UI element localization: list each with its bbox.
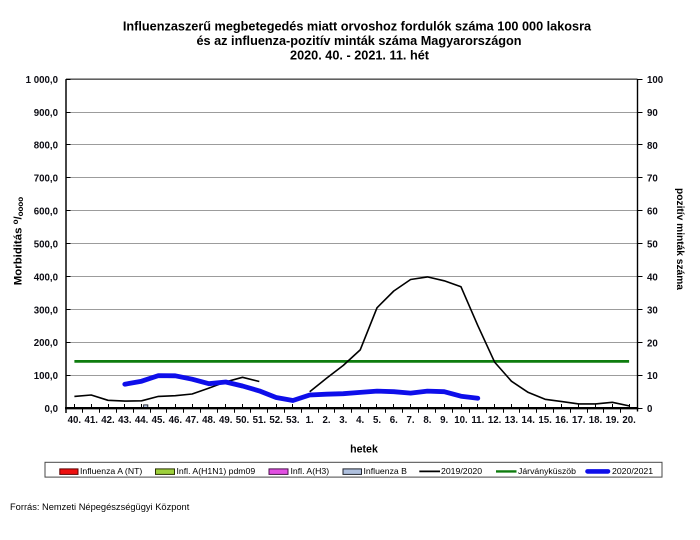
svg-text:51.: 51.	[253, 415, 267, 426]
svg-text:10.: 10.	[454, 415, 468, 426]
svg-text:53.: 53.	[286, 415, 300, 426]
svg-text:2020. 40. - 2021. 11. hét: 2020. 40. - 2021. 11. hét	[290, 49, 430, 63]
svg-text:Morbiditás o/oooo: Morbiditás o/oooo	[11, 197, 25, 285]
svg-text:Influenza A (NT): Influenza A (NT)	[80, 466, 142, 476]
svg-text:52.: 52.	[269, 415, 283, 426]
svg-text:46.: 46.	[169, 415, 183, 426]
svg-text:41.: 41.	[84, 415, 98, 426]
svg-text:44.: 44.	[135, 415, 149, 426]
svg-text:80: 80	[647, 141, 658, 152]
svg-text:1.: 1.	[306, 415, 314, 426]
svg-text:800,0: 800,0	[34, 141, 58, 152]
svg-text:13.: 13.	[505, 415, 519, 426]
svg-text:14.: 14.	[521, 415, 535, 426]
svg-text:60: 60	[647, 207, 658, 218]
svg-text:40.: 40.	[68, 415, 82, 426]
svg-text:6.: 6.	[390, 415, 398, 426]
svg-text:200,0: 200,0	[34, 338, 58, 349]
svg-text:50.: 50.	[236, 415, 250, 426]
svg-text:30: 30	[647, 305, 658, 316]
svg-text:2020/2021: 2020/2021	[612, 466, 653, 476]
svg-text:600,0: 600,0	[34, 207, 58, 218]
svg-text:0,0: 0,0	[45, 404, 58, 415]
svg-text:20: 20	[647, 338, 658, 349]
svg-text:4.: 4.	[356, 415, 364, 426]
svg-text:12.: 12.	[488, 415, 502, 426]
svg-text:és az influenza-pozitív minták: és az influenza-pozitív minták száma Mag…	[196, 34, 521, 48]
svg-text:0: 0	[647, 404, 652, 415]
svg-text:700,0: 700,0	[34, 174, 58, 185]
svg-text:pozitív minták száma: pozitív minták száma	[674, 188, 685, 290]
svg-text:15.: 15.	[538, 415, 552, 426]
svg-text:100,0: 100,0	[34, 371, 58, 382]
svg-text:2.: 2.	[322, 415, 330, 426]
svg-text:1 000,0: 1 000,0	[26, 75, 58, 86]
svg-text:48.: 48.	[202, 415, 216, 426]
svg-text:16.: 16.	[555, 415, 569, 426]
svg-text:49.: 49.	[219, 415, 233, 426]
svg-text:47.: 47.	[185, 415, 199, 426]
svg-text:500,0: 500,0	[34, 239, 58, 250]
svg-text:20.: 20.	[622, 415, 636, 426]
svg-text:Infl. A(H1N1) pdm09: Infl. A(H1N1) pdm09	[177, 466, 256, 476]
svg-text:11.: 11.	[471, 415, 484, 426]
svg-text:43.: 43.	[118, 415, 132, 426]
svg-text:5.: 5.	[373, 415, 381, 426]
svg-text:100: 100	[647, 75, 663, 86]
svg-text:Infl. A(H3): Infl. A(H3)	[291, 466, 330, 476]
svg-text:17.: 17.	[572, 415, 586, 426]
svg-text:50: 50	[647, 240, 658, 251]
svg-text:900,0: 900,0	[34, 108, 58, 119]
svg-text:9.: 9.	[440, 415, 448, 426]
svg-text:3.: 3.	[339, 415, 347, 426]
svg-text:Forrás: Nemzeti Népegészségügy: Forrás: Nemzeti Népegészségügyi Központ	[10, 502, 190, 512]
svg-text:42.: 42.	[101, 415, 115, 426]
svg-text:7.: 7.	[407, 415, 415, 426]
svg-text:70: 70	[647, 174, 658, 185]
svg-text:Influenzaszerű megbetegedés mi: Influenzaszerű megbetegedés miatt orvosh…	[123, 20, 592, 34]
svg-text:40: 40	[647, 273, 658, 284]
svg-text:45.: 45.	[152, 415, 166, 426]
svg-text:8.: 8.	[423, 415, 431, 426]
svg-text:10: 10	[647, 371, 658, 382]
svg-text:19.: 19.	[606, 415, 620, 426]
svg-text:2019/2020: 2019/2020	[441, 466, 482, 476]
svg-text:hetek: hetek	[350, 443, 378, 455]
svg-text:Járványküszöb: Járványküszöb	[518, 466, 576, 476]
svg-text:90: 90	[647, 108, 658, 119]
svg-text:18.: 18.	[589, 415, 603, 426]
svg-text:Influenza B: Influenza B	[364, 466, 408, 476]
svg-text:400,0: 400,0	[34, 272, 58, 283]
svg-text:300,0: 300,0	[34, 305, 58, 316]
